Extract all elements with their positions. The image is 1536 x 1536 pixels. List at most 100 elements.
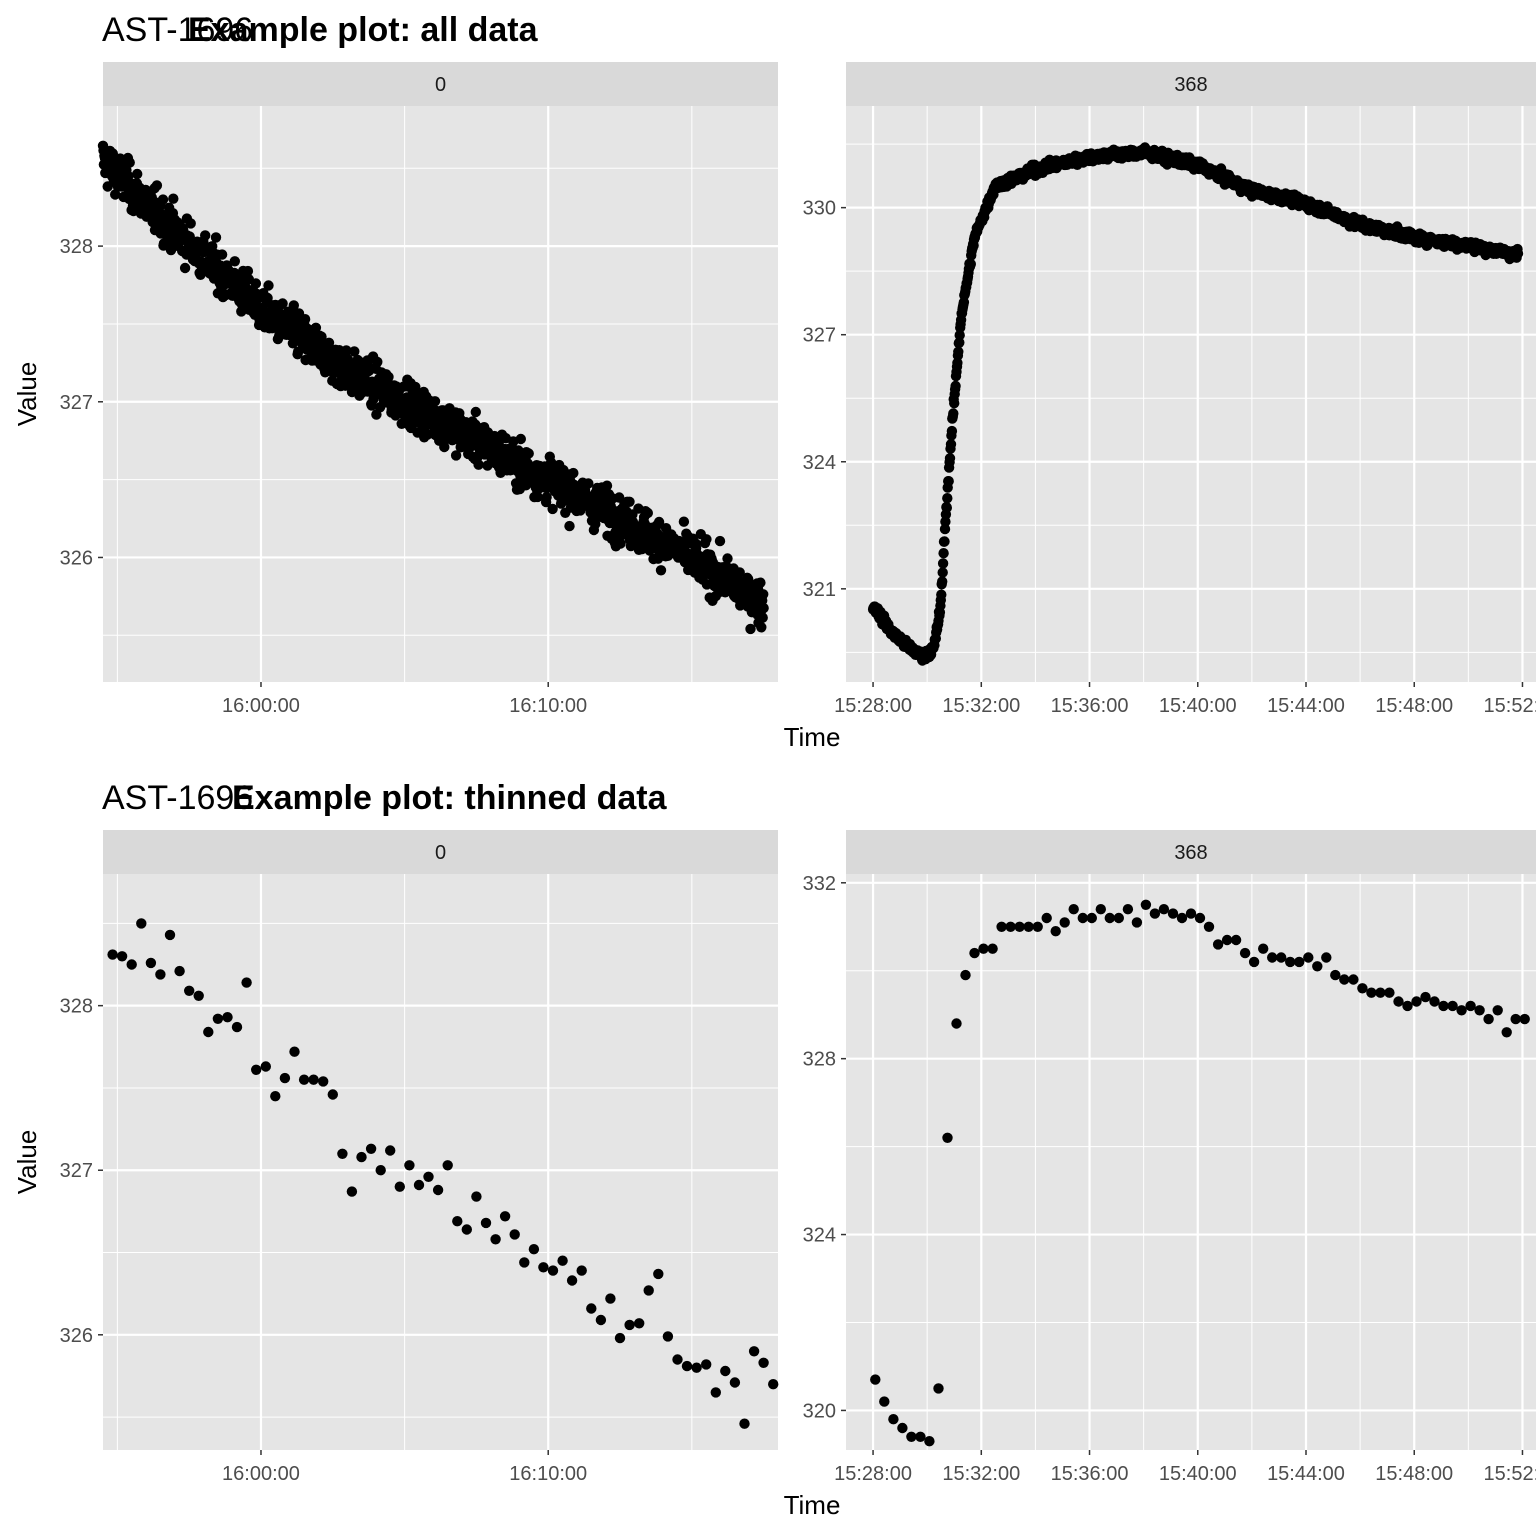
x-tick-label: 16:00:00 [222, 695, 300, 717]
data-point [383, 371, 394, 383]
data-points [870, 899, 1530, 1447]
data-point [936, 589, 947, 600]
x-tick-label: 15:52:00 [1484, 1463, 1536, 1485]
data-point [951, 1018, 962, 1029]
data-point [1411, 996, 1422, 1007]
data-point [729, 1377, 741, 1388]
data-point [1059, 917, 1070, 928]
data-point [949, 398, 960, 409]
data-point [1023, 921, 1034, 932]
data-point [151, 180, 163, 191]
x-tick-label: 15:28:00 [834, 695, 912, 717]
x-tick-label: 15:28:00 [834, 1463, 912, 1485]
data-point [365, 1143, 377, 1155]
data-point [950, 380, 961, 392]
y-tick-label: 327 [60, 1160, 93, 1182]
data-point [1113, 912, 1125, 924]
data-point [242, 265, 254, 277]
data-point [944, 453, 956, 464]
data-point [1303, 952, 1314, 963]
data-point [1176, 912, 1188, 924]
data-point [1221, 934, 1233, 946]
data-point [1483, 1013, 1494, 1025]
data-point [933, 1383, 944, 1394]
data-point [1005, 921, 1016, 932]
x-tick-label: 15:48:00 [1375, 1463, 1453, 1485]
y-tick-label: 328 [60, 996, 93, 1018]
data-point [1122, 904, 1134, 915]
data-point [179, 262, 191, 274]
data-point [547, 503, 558, 515]
data-point [624, 1319, 635, 1331]
panel-thinned-data-facet-0: 0 16:00:00 16:10:00 326 327 328 [60, 830, 779, 1485]
y-tick-label: 324 [803, 452, 836, 474]
data-point [461, 1224, 472, 1235]
data-point [734, 567, 745, 578]
top-y-axis-title: Value [12, 362, 42, 427]
y-tick-label: 330 [803, 198, 836, 220]
data-point [157, 194, 169, 205]
x-tick-label: 16:10:00 [509, 695, 587, 717]
data-point [323, 337, 335, 348]
data-point [937, 576, 948, 587]
data-point [681, 1360, 693, 1372]
data-point [1384, 987, 1395, 998]
data-point [452, 1216, 463, 1227]
data-point [231, 1021, 243, 1033]
data-point [107, 949, 118, 960]
data-point [200, 230, 211, 241]
data-point [289, 1046, 300, 1057]
y-tick-label: 327 [60, 392, 93, 414]
bottom-title: Example plot: thinned data [232, 779, 668, 817]
data-point [583, 478, 594, 489]
data-point [768, 1379, 779, 1390]
data-point [124, 157, 135, 168]
data-point [906, 1431, 917, 1443]
data-point [216, 249, 228, 260]
data-point [308, 1074, 319, 1085]
top-title: Example plot: all data [188, 11, 539, 49]
data-point [678, 516, 690, 527]
data-point [720, 1365, 731, 1377]
data-point [341, 345, 352, 356]
data-point [1312, 961, 1323, 972]
data-point [714, 535, 726, 547]
data-point [1519, 1013, 1530, 1025]
data-point [155, 969, 166, 980]
data-point [270, 1091, 281, 1102]
data-point [299, 314, 311, 325]
panel-background [103, 874, 778, 1450]
data-point [939, 536, 950, 547]
y-tick-label: 328 [803, 1049, 836, 1071]
data-point [515, 433, 526, 445]
data-point [375, 1165, 386, 1176]
data-point [586, 1303, 597, 1314]
data-point [1050, 926, 1061, 937]
data-point [1203, 921, 1215, 932]
data-point [870, 1374, 881, 1385]
data-point [879, 1396, 890, 1407]
data-point [758, 1357, 769, 1369]
data-point [937, 558, 949, 569]
data-point [136, 918, 147, 929]
data-point [978, 943, 989, 954]
data-point [605, 1293, 616, 1304]
data-point [942, 1132, 953, 1144]
data-point [739, 1418, 750, 1429]
data-point [532, 491, 543, 503]
data-point [745, 623, 756, 635]
data-point [757, 612, 768, 623]
facet-strip [103, 62, 778, 106]
data-point [953, 346, 964, 357]
data-point [987, 943, 998, 954]
data-point [429, 396, 441, 407]
top-x-axis-title: Time [784, 722, 841, 752]
data-point [241, 977, 252, 988]
data-point [277, 298, 288, 309]
data-point [653, 516, 665, 528]
panel-background [103, 106, 778, 682]
y-tick-label: 324 [803, 1225, 836, 1247]
y-tick-label: 328 [60, 236, 93, 258]
x-tick-label: 15:52:00 [1484, 695, 1536, 717]
data-point [1512, 248, 1524, 259]
